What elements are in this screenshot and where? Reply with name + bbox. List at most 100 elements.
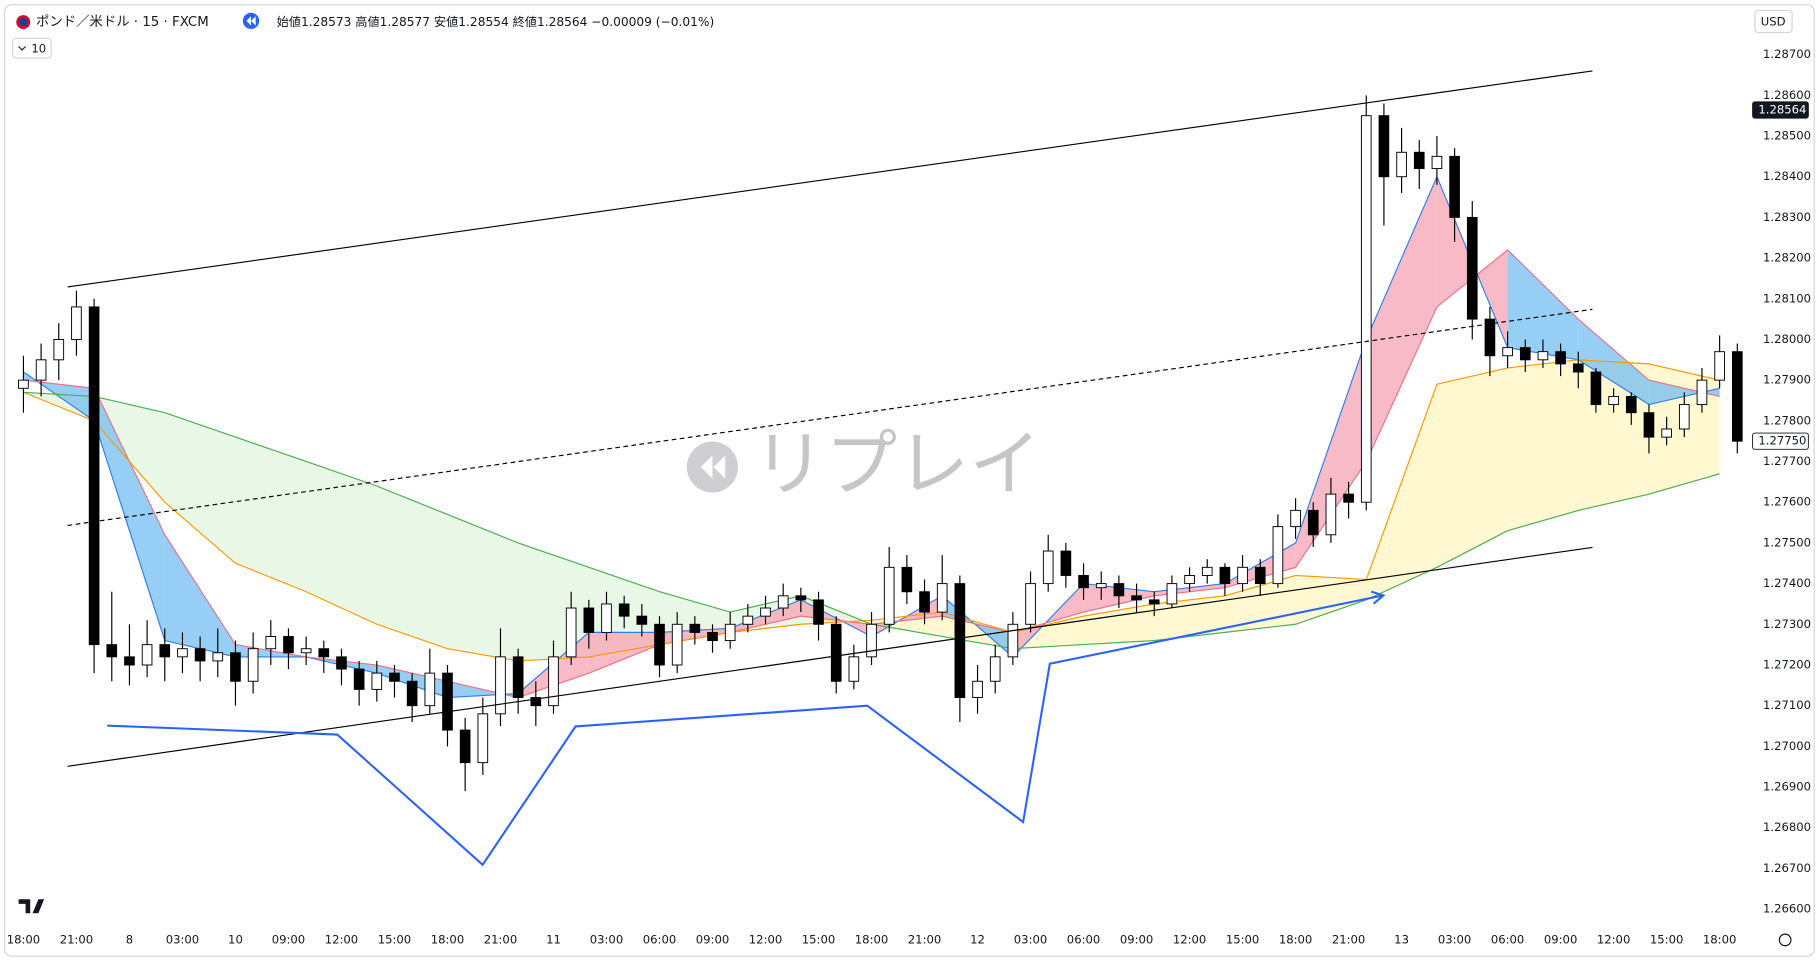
x-tick-label: 21:00 xyxy=(908,932,941,946)
candle-body xyxy=(1025,583,1036,625)
trend-line xyxy=(67,546,1593,767)
x-tick-label: 12:00 xyxy=(1173,932,1206,946)
indicator-count: 10 xyxy=(31,41,46,55)
x-tick-label: 12:00 xyxy=(1597,932,1630,946)
candle-body xyxy=(671,623,683,666)
ma-band xyxy=(376,485,448,649)
y-tick-label: 1.28400 xyxy=(1763,169,1811,183)
candle-body xyxy=(1184,575,1195,585)
candle-body xyxy=(795,595,807,601)
candle-body xyxy=(1449,155,1460,218)
candle-body xyxy=(583,607,595,633)
ohlc-change: −0.00009 (−0.01%) xyxy=(591,15,714,29)
candle-layer xyxy=(18,95,1743,792)
candle-body xyxy=(442,672,453,731)
candle-body xyxy=(35,359,47,381)
candle-body xyxy=(1378,115,1390,178)
ma-band xyxy=(1507,359,1579,531)
candle-body xyxy=(813,599,824,625)
ma-band xyxy=(588,632,660,674)
candle-body xyxy=(565,607,577,658)
candle-body xyxy=(1078,575,1089,589)
x-tick-label: 09:00 xyxy=(272,932,305,946)
y-tick-label: 1.28600 xyxy=(1763,88,1811,102)
candle-body xyxy=(1608,395,1619,406)
candle-body xyxy=(18,379,29,389)
candle-body xyxy=(1042,550,1054,585)
candle-body xyxy=(371,672,383,690)
candle-body xyxy=(848,656,860,682)
ma-band xyxy=(447,514,519,661)
ohlc-high: 高値1.28577 xyxy=(355,14,430,29)
y-tick-label: 1.26600 xyxy=(1763,902,1811,916)
trend-line xyxy=(67,308,1593,526)
price-tag xyxy=(1752,432,1809,450)
candle-body xyxy=(1325,493,1337,536)
candle-body xyxy=(618,603,630,617)
candle-body xyxy=(1572,363,1584,373)
candle-body xyxy=(636,615,648,625)
x-tick-label: 03:00 xyxy=(590,932,623,946)
x-tick-label: 18:00 xyxy=(1279,932,1312,946)
ma-band xyxy=(1083,603,1155,645)
currency-button[interactable] xyxy=(1754,9,1793,34)
y-tick-label: 1.28100 xyxy=(1763,291,1811,305)
y-tick-label: 1.27900 xyxy=(1763,373,1811,387)
y-tick-label: 1.27600 xyxy=(1763,495,1811,509)
settings-icon[interactable] xyxy=(1778,933,1792,947)
candle-body xyxy=(1466,216,1478,320)
candle-body xyxy=(1678,404,1690,430)
candle-body xyxy=(777,595,789,609)
candle-body xyxy=(919,591,930,613)
ma-band xyxy=(1436,367,1508,568)
indicator-toggle[interactable] xyxy=(12,37,52,59)
candle-body xyxy=(1625,395,1637,414)
y-tick-label: 1.28300 xyxy=(1763,210,1811,224)
candle-body xyxy=(88,306,100,646)
candle-body xyxy=(1343,493,1354,503)
x-tick-label: 13 xyxy=(1394,932,1409,946)
candle-body xyxy=(459,729,471,764)
x-tick-label: 18:00 xyxy=(1703,932,1736,946)
ma-band xyxy=(94,388,165,641)
axis-layer: 1.26600 1.26700 1.26800 1.26900 1.27000 1.271… xyxy=(7,47,1811,946)
candle-body xyxy=(866,623,877,658)
ma-band xyxy=(1507,249,1579,360)
x-tick-label: 8 xyxy=(126,932,133,946)
y-tick-label: 1.26800 xyxy=(1763,820,1811,834)
x-tick-label: 18:00 xyxy=(7,932,40,946)
ohlc: 始値1.28573 高値1.28577 安値1.28554 終値1.28564 … xyxy=(277,14,715,29)
y-tick-label: 1.28000 xyxy=(1763,332,1811,346)
candle-body xyxy=(1148,599,1160,605)
y-tick-label: 1.28700 xyxy=(1763,47,1811,61)
candle-body xyxy=(1131,595,1142,601)
x-tick-label: 10 xyxy=(228,932,243,946)
candle-body xyxy=(707,631,718,642)
x-tick-label: 15:00 xyxy=(1650,932,1683,946)
candle-body xyxy=(1113,583,1125,597)
candle-body xyxy=(689,623,701,633)
candle-body xyxy=(71,306,82,340)
x-tick-label: 03:00 xyxy=(166,932,199,946)
chevron xyxy=(18,46,26,51)
candle-body xyxy=(1537,351,1549,361)
candle-body xyxy=(477,713,489,764)
candle-body xyxy=(742,615,754,625)
candle-body xyxy=(318,648,330,658)
candle-body xyxy=(760,607,771,617)
ma-band xyxy=(1224,575,1296,633)
y-tick-label: 1.27700 xyxy=(1763,454,1811,468)
candle-body xyxy=(1731,351,1743,442)
x-tick-label: 18:00 xyxy=(431,932,464,946)
tv-logo xyxy=(18,899,45,914)
currency: USD xyxy=(1761,15,1786,29)
symbol: ポンド／米ドル · 15 · FXCM xyxy=(36,14,209,30)
candle-body xyxy=(212,652,224,662)
candle-body xyxy=(265,636,277,650)
candle-body xyxy=(830,623,842,682)
x-tick-label: 03:00 xyxy=(1014,932,1047,946)
flag-icon-inner xyxy=(19,18,28,27)
candle-body xyxy=(1643,412,1655,438)
header: ポンド／米ドル · 15 · FXCM 始値1.28573 高値1.28577 … xyxy=(12,9,1793,59)
replay-icon-arrows xyxy=(246,16,256,26)
